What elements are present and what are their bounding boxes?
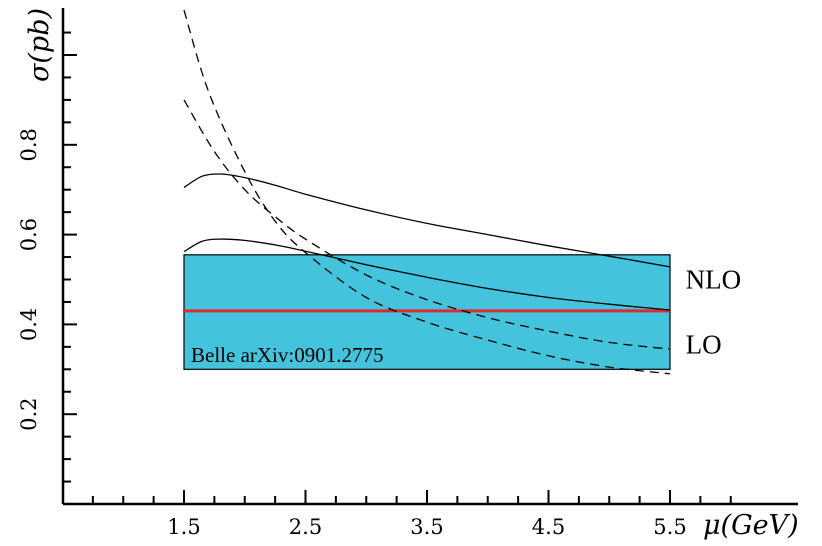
curves-layer xyxy=(183,9,671,375)
lo-curve-2 xyxy=(183,9,671,375)
y-tick-label: 0.4 xyxy=(17,308,41,341)
curve-label-lo: LO xyxy=(686,330,722,360)
axes-layer xyxy=(61,8,798,506)
x-axis-title: μ(GeV) xyxy=(703,510,799,541)
x-tick-label: 5.5 xyxy=(653,515,686,539)
y-tick-label: 0.2 xyxy=(17,397,41,430)
lo-curve-3 xyxy=(183,99,671,350)
nlo-curve-1 xyxy=(183,238,671,311)
labels-layer: σ(pb) μ(GeV) Belle arXiv:0901.2775 1.5 2.… xyxy=(17,8,799,541)
x-tick-label: 4.5 xyxy=(532,515,565,539)
y-tick-label: 0.6 xyxy=(17,218,41,251)
nlo-curve-0 xyxy=(183,173,671,268)
x-tick-label: 3.5 xyxy=(410,515,443,539)
x-tick-label: 1.5 xyxy=(167,515,200,539)
x-tick-label: 2.5 xyxy=(289,515,322,539)
band-label: Belle arXiv:0901.2775 xyxy=(191,343,383,367)
y-axis-title: σ(pb) xyxy=(24,8,55,82)
curve-label-nlo: NLO xyxy=(686,265,742,295)
y-tick-label: 0.8 xyxy=(17,128,41,161)
belle-band-layer xyxy=(183,254,671,370)
